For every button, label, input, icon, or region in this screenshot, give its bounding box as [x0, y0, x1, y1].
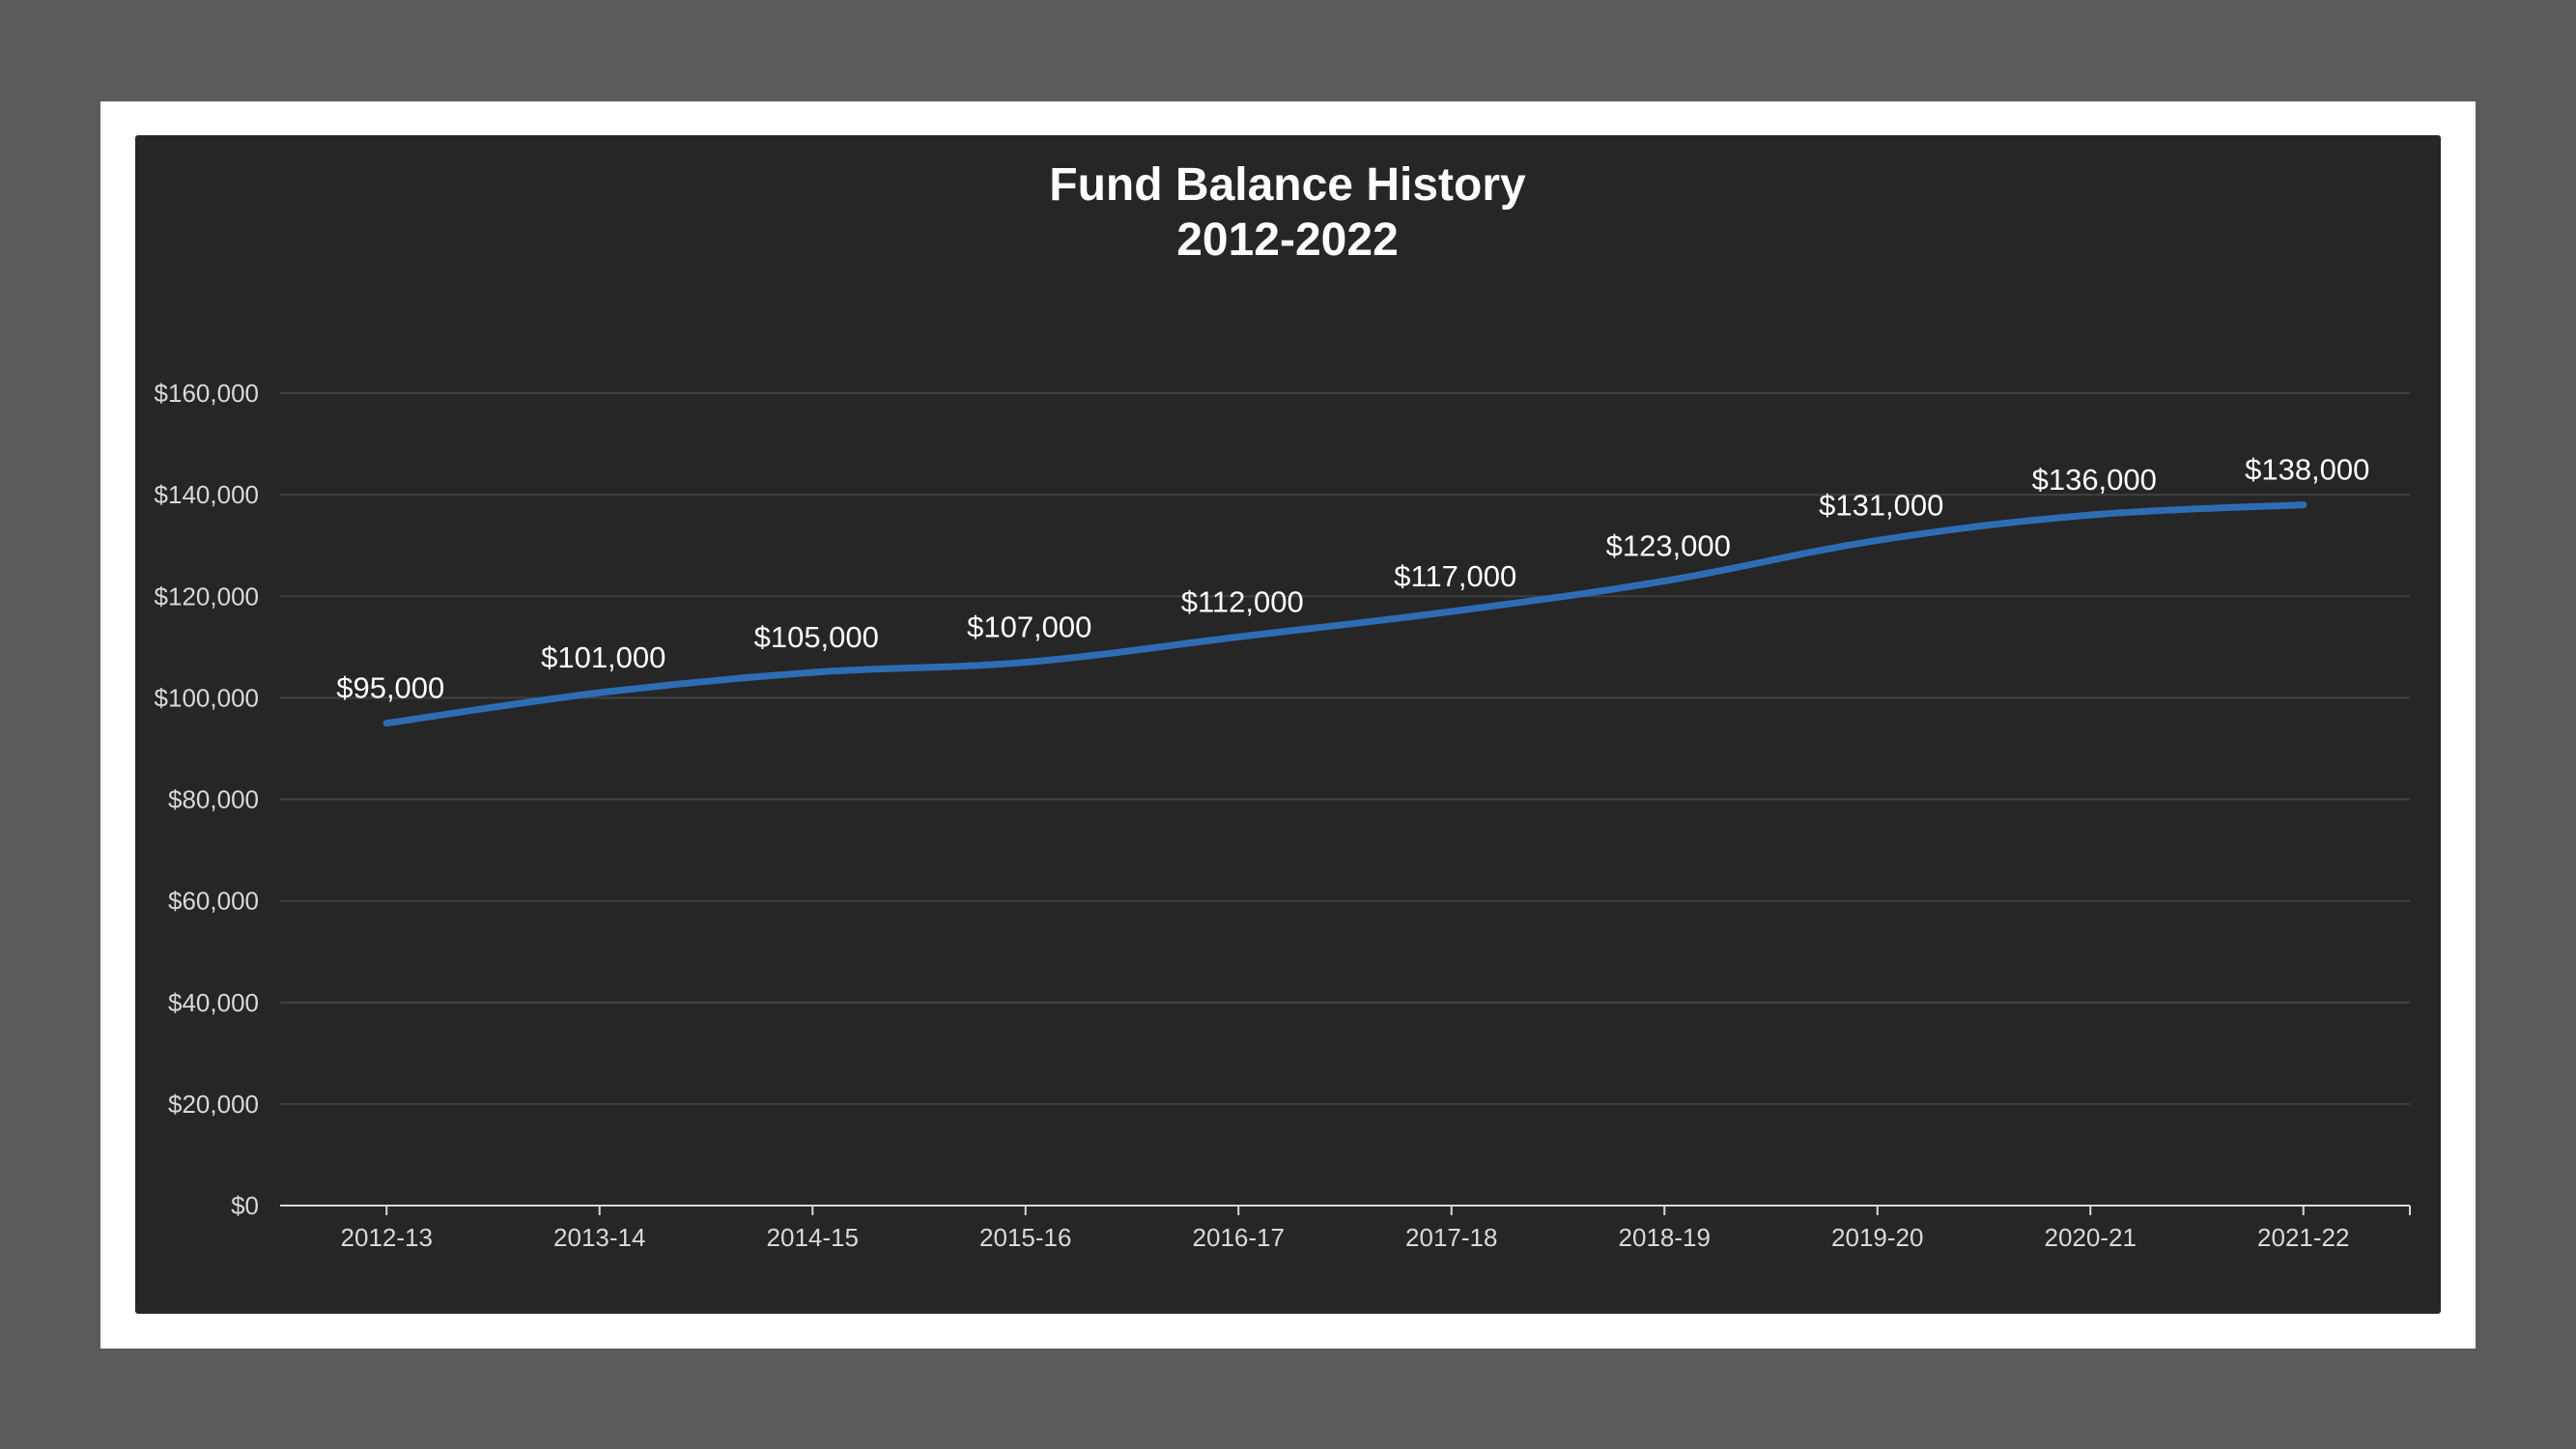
data-label: $117,000: [1394, 559, 1516, 593]
data-label: $101,000: [541, 640, 665, 674]
y-tick-label: $80,000: [168, 785, 259, 814]
x-tick-label: 2012-13: [341, 1223, 433, 1252]
gridlines: [280, 392, 2410, 1105]
x-tick-label: 2021-22: [2257, 1223, 2349, 1252]
x-tick-label: 2013-14: [553, 1223, 645, 1252]
series-line: [382, 501, 2307, 727]
data-point: [596, 689, 604, 696]
data-labels: $95,000 $101,000 $105,000 $107,000 $112,000 $…: [336, 453, 2369, 705]
data-point: [1660, 577, 1668, 584]
data-label: $107,000: [967, 611, 1091, 644]
y-tick-label: $40,000: [168, 988, 259, 1017]
data-point: [1874, 536, 1882, 544]
x-tick-label: 2019-20: [1831, 1223, 1923, 1252]
chart-title-line-2: 2012-2022: [1176, 214, 1399, 266]
data-point: [2086, 511, 2094, 519]
data-label: $136,000: [2032, 463, 2157, 497]
data-point: [382, 720, 390, 727]
data-label: $123,000: [1606, 528, 1731, 562]
data-label: $138,000: [2245, 453, 2369, 487]
x-tick-label: 2016-17: [1193, 1223, 1285, 1252]
x-axis: [280, 1205, 2411, 1215]
chart-title-line-1: Fund Balance History: [1049, 159, 1526, 211]
data-point: [1234, 633, 1242, 640]
x-tick-label: 2014-15: [767, 1223, 859, 1252]
data-label: $95,000: [336, 671, 444, 705]
y-tick-label: $140,000: [155, 480, 259, 509]
x-tick-label: 2015-16: [979, 1223, 1071, 1252]
y-tick-label: $100,000: [155, 683, 259, 712]
y-tick-label: $20,000: [168, 1090, 259, 1119]
data-label: $112,000: [1181, 584, 1304, 618]
chart-panel: [135, 135, 2441, 1314]
y-tick-label: $120,000: [155, 582, 259, 611]
data-point: [1022, 659, 1030, 667]
data-label: $131,000: [1819, 488, 1943, 522]
data-point: [1448, 608, 1456, 615]
x-tick-label: 2017-18: [1405, 1223, 1497, 1252]
y-tick-label: $60,000: [168, 887, 259, 916]
data-point: [2300, 501, 2307, 509]
data-label: $105,000: [754, 620, 879, 654]
x-tick-label: 2020-21: [2045, 1223, 2137, 1252]
series-fund-balance: [382, 501, 2307, 727]
y-tick-label: $160,000: [155, 379, 259, 408]
data-point: [808, 668, 816, 676]
x-tick-label: 2018-19: [1619, 1223, 1711, 1252]
y-tick-label: $0: [231, 1191, 259, 1220]
y-axis-tick-labels: $0 $20,000 $40,000 $60,000 $80,000 $100,000 $1…: [155, 379, 259, 1220]
x-axis-tick-labels: 2012-13 2013-14 2014-15 2015-16 2016-17 2017-…: [341, 1223, 2350, 1252]
